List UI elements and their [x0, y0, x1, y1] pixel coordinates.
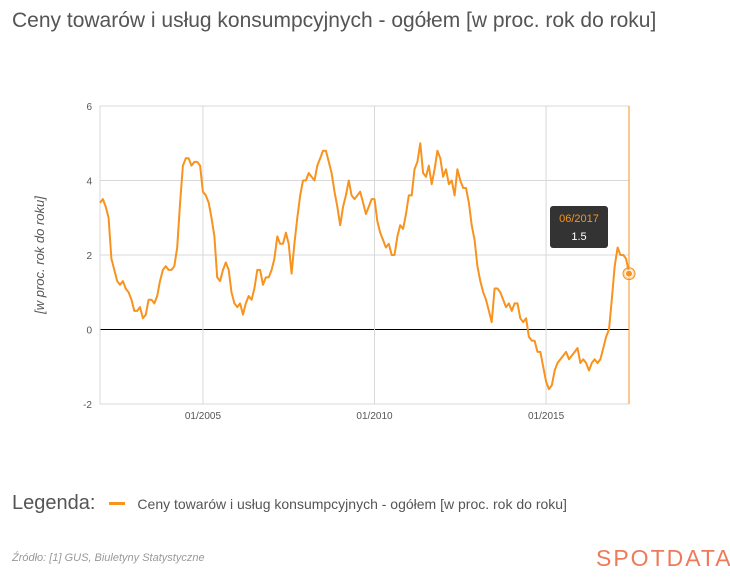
grid	[99, 105, 630, 405]
hover-point[interactable]	[625, 269, 633, 278]
legend-heading: Legenda:	[12, 492, 96, 514]
x-tick-label: 01/2005	[185, 411, 222, 422]
source-note: Źródło: [1] GUS, Biuletyny Statystyczne	[12, 552, 205, 564]
y-tick-label: 6	[86, 102, 92, 113]
series-line[interactable]	[99, 142, 630, 391]
chart-title: Ceny towarów i usług konsumpcyjnych - og…	[12, 9, 657, 32]
tooltip-box	[550, 206, 608, 248]
x-tick-label: 01/2015	[528, 411, 565, 422]
legend-swatch[interactable]	[109, 502, 126, 505]
y-tick-label: 4	[86, 177, 92, 188]
tooltip-date: 06/2017	[559, 213, 599, 225]
legend: Legenda: Ceny towarów i usług konsumpcyj…	[12, 492, 567, 515]
x-tick-label: 01/2010	[356, 411, 393, 422]
x-axis: 01/2005 01/2010 01/2015	[185, 411, 565, 422]
y-axis: -2 0 2 4 6	[83, 102, 92, 411]
spotdata-logo: SPOTDATA	[596, 545, 730, 571]
y-tick-label: 2	[86, 251, 92, 262]
y-axis-label: [w proc. rok do roku]	[32, 196, 47, 315]
tooltip-value: 1.5	[571, 231, 586, 243]
legend-item-label[interactable]: Ceny towarów i usług konsumpcyjnych - og…	[137, 495, 567, 512]
series-layer	[99, 142, 636, 391]
y-tick-label: 0	[86, 326, 92, 337]
tooltip: 06/2017 1.5	[550, 206, 608, 248]
chart-area: -2 0 2 4 6 01/2005 01/2010 01/2015 [w proc. ro…	[32, 102, 636, 422]
y-tick-label: -2	[83, 400, 92, 411]
